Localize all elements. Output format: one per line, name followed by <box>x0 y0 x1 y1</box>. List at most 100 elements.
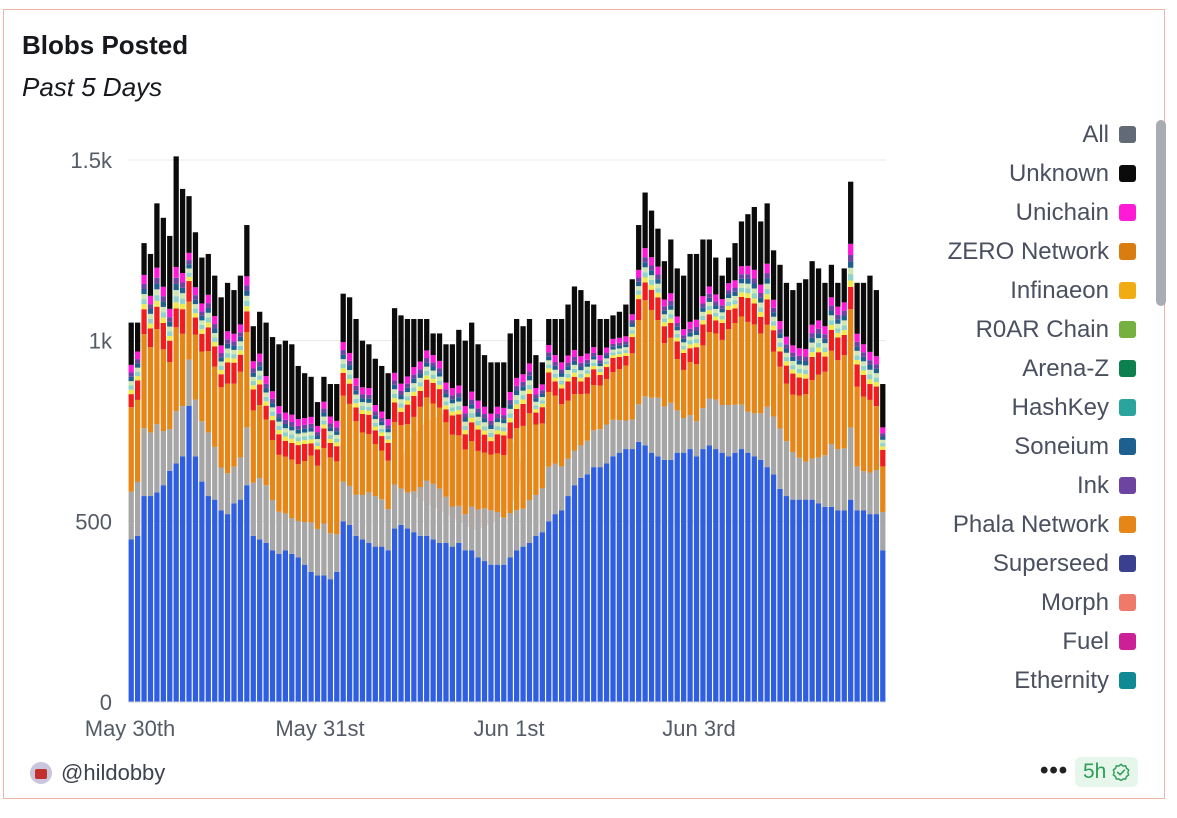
bar-segment <box>147 318 154 324</box>
bar-segment <box>655 279 661 284</box>
bar-segment <box>218 374 224 388</box>
bar-segment <box>302 432 308 437</box>
bar-segment <box>591 369 597 386</box>
bar-segment <box>218 357 224 362</box>
bar-segment <box>488 441 494 455</box>
bar-segment <box>751 298 757 304</box>
bar-segment <box>430 362 436 367</box>
bar-segment <box>687 328 693 333</box>
legend-item[interactable]: Superseed <box>904 544 1136 583</box>
bar-segment <box>693 326 700 331</box>
bar-segment <box>443 397 449 402</box>
bar-segment <box>276 413 282 418</box>
bar-segment <box>436 488 443 544</box>
bar-segment <box>372 411 378 416</box>
bar-segment <box>700 296 706 304</box>
bar-segment <box>340 363 346 369</box>
bar-segment <box>815 503 822 702</box>
bar-segment <box>822 334 828 339</box>
author-name[interactable]: @hildobby <box>61 760 166 785</box>
legend-item[interactable]: Fuel <box>904 622 1136 661</box>
bar-segment <box>860 396 867 472</box>
bar-segment <box>334 431 340 435</box>
bar-segment <box>411 374 417 379</box>
bar-segment <box>372 546 378 702</box>
bar-segment <box>167 308 173 318</box>
bar-segment <box>610 352 616 356</box>
bar-segment <box>725 294 732 299</box>
bar-segment <box>456 329 462 386</box>
bar-segment <box>462 430 468 435</box>
bar-segment <box>693 343 700 348</box>
bar-segment <box>212 337 218 342</box>
bar-segment <box>674 452 680 702</box>
bar-segment <box>610 419 616 457</box>
bar-segment <box>475 400 481 409</box>
bar-segment <box>475 408 481 413</box>
legend-item[interactable]: Arena-Z <box>904 349 1136 388</box>
bar-segment <box>462 421 468 426</box>
bar-segment <box>199 481 205 702</box>
bar-segment <box>456 401 462 406</box>
bar-segment <box>327 431 333 436</box>
bar-segment <box>552 365 558 370</box>
bar-segment <box>391 380 398 385</box>
bar-segment <box>469 413 475 418</box>
bar-segment <box>205 327 211 352</box>
bar-segment <box>334 438 340 443</box>
bar-segment <box>867 360 873 365</box>
bar-segment <box>687 344 693 349</box>
legend-item[interactable]: Infinaeon <box>904 271 1136 310</box>
bar-segment <box>282 513 289 551</box>
bar-segment <box>346 374 353 380</box>
legend-item[interactable]: Unichain <box>904 193 1136 232</box>
bar-segment <box>154 300 160 307</box>
bar-segment <box>603 347 610 353</box>
bar-segment <box>372 496 378 547</box>
legend-item[interactable]: Ink <box>904 466 1136 505</box>
bar-segment <box>257 375 263 380</box>
legend-item[interactable]: Phala Network <box>904 505 1136 544</box>
bar-segment <box>321 447 327 524</box>
bar-segment <box>764 288 770 295</box>
bar-segment <box>160 301 166 307</box>
freshness-badge[interactable]: 5h <box>1075 757 1139 787</box>
legend-item[interactable]: ZERO Network <box>904 232 1136 271</box>
bar-segment <box>758 284 764 293</box>
bar-segment <box>642 272 648 278</box>
bar-segment <box>411 491 417 533</box>
legend-item[interactable]: All <box>904 115 1136 154</box>
bar-segment <box>681 275 687 330</box>
bar-segment <box>289 344 295 415</box>
legend-item[interactable]: Morph <box>904 583 1136 622</box>
author[interactable]: @hildobby <box>30 760 165 786</box>
bar-segment <box>514 385 520 391</box>
bar-segment <box>167 340 173 362</box>
bar-segment <box>854 359 860 365</box>
legend-label: Arena-Z <box>1022 354 1109 382</box>
legend-item[interactable]: R0AR Chain <box>904 310 1136 349</box>
legend-item[interactable]: HashKey <box>904 388 1136 427</box>
legend-item[interactable]: Soneium <box>904 427 1136 466</box>
bar-segment <box>212 333 218 338</box>
bar-segment <box>411 383 417 388</box>
bar-segment <box>700 239 706 297</box>
bar-segment <box>186 281 192 302</box>
bar-segment <box>668 318 674 323</box>
legend-item[interactable]: Ethernity <box>904 661 1136 700</box>
bar-segment <box>205 432 211 497</box>
bar-segment <box>462 406 468 414</box>
chart-title: Blobs Posted <box>22 30 189 60</box>
bar-segment <box>738 449 745 702</box>
bar-segment <box>244 285 250 291</box>
bar-segment <box>353 378 359 386</box>
more-options-button[interactable]: ••• <box>1040 757 1069 784</box>
legend-scrollbar[interactable] <box>1156 120 1166 306</box>
bar-segment <box>167 235 173 309</box>
bar-segment <box>770 299 777 308</box>
bar-segment <box>546 368 552 373</box>
bar-segment <box>327 579 333 702</box>
bar-segment <box>417 386 423 391</box>
legend-item[interactable]: Unknown <box>904 154 1136 193</box>
bar-segment <box>128 389 134 395</box>
